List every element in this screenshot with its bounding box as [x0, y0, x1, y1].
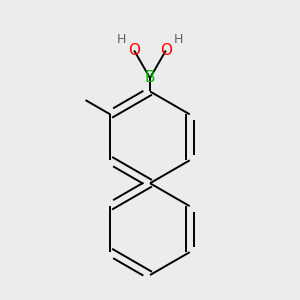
Text: H: H	[174, 33, 183, 46]
Text: B: B	[145, 70, 155, 86]
Text: O: O	[160, 43, 172, 58]
Text: O: O	[128, 43, 140, 58]
Text: H: H	[117, 33, 126, 46]
